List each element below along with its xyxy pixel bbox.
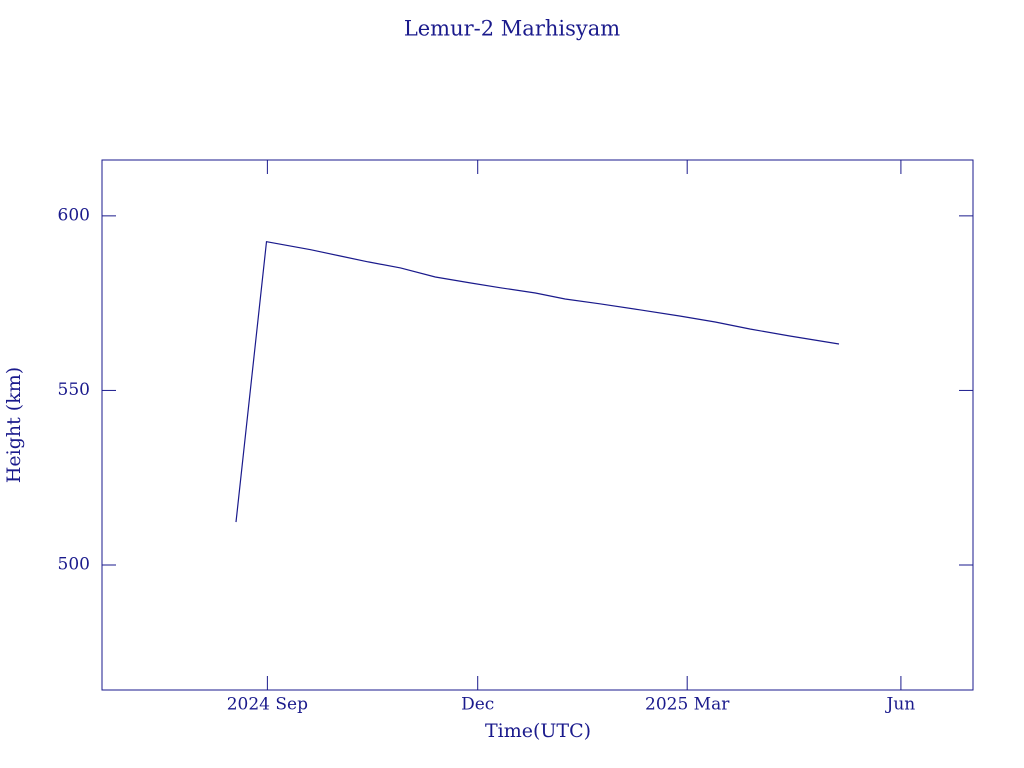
plot-frame (101, 159, 974, 691)
x-tick-label: Dec (461, 695, 494, 715)
x-tick-label: Jun (885, 695, 916, 715)
data-line (235, 240, 840, 523)
chart-title: Lemur-2 Marhisyam (404, 17, 620, 41)
x-axis-label: Time(UTC) (485, 720, 591, 742)
x-tick-label: 2024 Sep (227, 695, 308, 715)
y-tick-label: 550 (58, 380, 90, 400)
y-tick-label: 600 (58, 205, 90, 225)
y-axis-label: Height (km) (3, 367, 25, 483)
x-tick-label: 2025 Mar (645, 695, 730, 715)
y-tick-label: 500 (58, 555, 90, 575)
